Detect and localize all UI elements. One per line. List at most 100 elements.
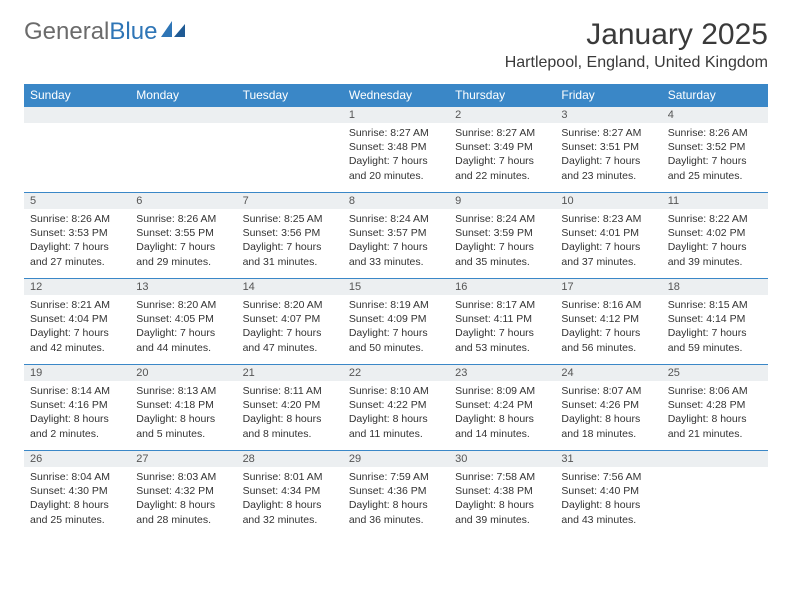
- day-number: 29: [343, 451, 449, 467]
- calendar-cell: 10Sunrise: 8:23 AMSunset: 4:01 PMDayligh…: [555, 193, 661, 279]
- day-details: Sunrise: 8:03 AMSunset: 4:32 PMDaylight:…: [130, 467, 236, 533]
- sunrise-text: Sunrise: 8:01 AM: [243, 470, 337, 484]
- daylight-text: and 50 minutes.: [349, 341, 443, 355]
- sunset-text: Sunset: 4:04 PM: [30, 312, 124, 326]
- sunrise-text: Sunrise: 8:20 AM: [243, 298, 337, 312]
- day-details: Sunrise: 8:14 AMSunset: 4:16 PMDaylight:…: [24, 381, 130, 447]
- calendar-cell: 2Sunrise: 8:27 AMSunset: 3:49 PMDaylight…: [449, 107, 555, 193]
- daylight-text: and 33 minutes.: [349, 255, 443, 269]
- sunset-text: Sunset: 4:32 PM: [136, 484, 230, 498]
- sunset-text: Sunset: 3:49 PM: [455, 140, 549, 154]
- day-number: 27: [130, 451, 236, 467]
- calendar-cell: 18Sunrise: 8:15 AMSunset: 4:14 PMDayligh…: [662, 279, 768, 365]
- daylight-text: Daylight: 8 hours: [349, 498, 443, 512]
- calendar-cell: 15Sunrise: 8:19 AMSunset: 4:09 PMDayligh…: [343, 279, 449, 365]
- daylight-text: and 44 minutes.: [136, 341, 230, 355]
- day-details: Sunrise: 8:23 AMSunset: 4:01 PMDaylight:…: [555, 209, 661, 275]
- day-details: Sunrise: 8:16 AMSunset: 4:12 PMDaylight:…: [555, 295, 661, 361]
- calendar-cell: [237, 107, 343, 193]
- sunset-text: Sunset: 4:14 PM: [668, 312, 762, 326]
- calendar-week-row: 26Sunrise: 8:04 AMSunset: 4:30 PMDayligh…: [24, 451, 768, 537]
- sunset-text: Sunset: 3:59 PM: [455, 226, 549, 240]
- day-details: Sunrise: 8:07 AMSunset: 4:26 PMDaylight:…: [555, 381, 661, 447]
- daylight-text: Daylight: 8 hours: [455, 412, 549, 426]
- day-details: Sunrise: 8:20 AMSunset: 4:07 PMDaylight:…: [237, 295, 343, 361]
- daylight-text: and 43 minutes.: [561, 513, 655, 527]
- calendar-cell: 4Sunrise: 8:26 AMSunset: 3:52 PMDaylight…: [662, 107, 768, 193]
- day-number: 26: [24, 451, 130, 467]
- day-number-empty: [237, 107, 343, 123]
- sunrise-text: Sunrise: 8:15 AM: [668, 298, 762, 312]
- daylight-text: Daylight: 8 hours: [668, 412, 762, 426]
- day-number-empty: [662, 451, 768, 467]
- daylight-text: and 2 minutes.: [30, 427, 124, 441]
- calendar-cell: 20Sunrise: 8:13 AMSunset: 4:18 PMDayligh…: [130, 365, 236, 451]
- daylight-text: Daylight: 7 hours: [349, 154, 443, 168]
- daylight-text: Daylight: 7 hours: [561, 240, 655, 254]
- day-number: 28: [237, 451, 343, 467]
- calendar-week-row: 5Sunrise: 8:26 AMSunset: 3:53 PMDaylight…: [24, 193, 768, 279]
- sunset-text: Sunset: 4:20 PM: [243, 398, 337, 412]
- daylight-text: and 31 minutes.: [243, 255, 337, 269]
- sunrise-text: Sunrise: 8:07 AM: [561, 384, 655, 398]
- sunset-text: Sunset: 4:26 PM: [561, 398, 655, 412]
- logo-text-2: Blue: [109, 18, 157, 46]
- day-number-empty: [24, 107, 130, 123]
- sunset-text: Sunset: 4:01 PM: [561, 226, 655, 240]
- day-details: Sunrise: 8:27 AMSunset: 3:51 PMDaylight:…: [555, 123, 661, 189]
- sunrise-text: Sunrise: 8:13 AM: [136, 384, 230, 398]
- daylight-text: Daylight: 7 hours: [455, 240, 549, 254]
- sunset-text: Sunset: 4:07 PM: [243, 312, 337, 326]
- sunrise-text: Sunrise: 8:25 AM: [243, 212, 337, 226]
- daylight-text: Daylight: 7 hours: [30, 240, 124, 254]
- daylight-text: and 25 minutes.: [668, 169, 762, 183]
- weekday-header: Thursday: [449, 84, 555, 107]
- daylight-text: and 39 minutes.: [668, 255, 762, 269]
- calendar-cell: 11Sunrise: 8:22 AMSunset: 4:02 PMDayligh…: [662, 193, 768, 279]
- sunrise-text: Sunrise: 7:58 AM: [455, 470, 549, 484]
- daylight-text: and 25 minutes.: [30, 513, 124, 527]
- logo-text-1: General: [24, 18, 109, 46]
- sunset-text: Sunset: 4:18 PM: [136, 398, 230, 412]
- daylight-text: Daylight: 8 hours: [30, 498, 124, 512]
- day-number: 16: [449, 279, 555, 295]
- day-number: 7: [237, 193, 343, 209]
- calendar-cell: 30Sunrise: 7:58 AMSunset: 4:38 PMDayligh…: [449, 451, 555, 537]
- weekday-header: Saturday: [662, 84, 768, 107]
- calendar-cell: 28Sunrise: 8:01 AMSunset: 4:34 PMDayligh…: [237, 451, 343, 537]
- calendar-cell: 1Sunrise: 8:27 AMSunset: 3:48 PMDaylight…: [343, 107, 449, 193]
- daylight-text: Daylight: 7 hours: [349, 326, 443, 340]
- calendar-table: SundayMondayTuesdayWednesdayThursdayFrid…: [24, 84, 768, 537]
- daylight-text: and 37 minutes.: [561, 255, 655, 269]
- day-details: Sunrise: 8:09 AMSunset: 4:24 PMDaylight:…: [449, 381, 555, 447]
- day-number: 30: [449, 451, 555, 467]
- day-number: 31: [555, 451, 661, 467]
- day-details: Sunrise: 7:58 AMSunset: 4:38 PMDaylight:…: [449, 467, 555, 533]
- sunset-text: Sunset: 3:48 PM: [349, 140, 443, 154]
- sunset-text: Sunset: 4:11 PM: [455, 312, 549, 326]
- daylight-text: and 23 minutes.: [561, 169, 655, 183]
- day-details: Sunrise: 8:26 AMSunset: 3:53 PMDaylight:…: [24, 209, 130, 275]
- sunset-text: Sunset: 3:53 PM: [30, 226, 124, 240]
- day-details: Sunrise: 8:24 AMSunset: 3:57 PMDaylight:…: [343, 209, 449, 275]
- daylight-text: and 11 minutes.: [349, 427, 443, 441]
- sunset-text: Sunset: 4:09 PM: [349, 312, 443, 326]
- day-details: Sunrise: 8:11 AMSunset: 4:20 PMDaylight:…: [237, 381, 343, 447]
- calendar-cell: [662, 451, 768, 537]
- daylight-text: and 53 minutes.: [455, 341, 549, 355]
- daylight-text: Daylight: 7 hours: [668, 240, 762, 254]
- day-number: 12: [24, 279, 130, 295]
- daylight-text: Daylight: 7 hours: [668, 154, 762, 168]
- calendar-cell: 9Sunrise: 8:24 AMSunset: 3:59 PMDaylight…: [449, 193, 555, 279]
- daylight-text: Daylight: 8 hours: [136, 412, 230, 426]
- calendar-cell: 8Sunrise: 8:24 AMSunset: 3:57 PMDaylight…: [343, 193, 449, 279]
- sunset-text: Sunset: 4:02 PM: [668, 226, 762, 240]
- calendar-cell: [130, 107, 236, 193]
- daylight-text: Daylight: 7 hours: [30, 326, 124, 340]
- sunrise-text: Sunrise: 8:27 AM: [561, 126, 655, 140]
- calendar-week-row: 19Sunrise: 8:14 AMSunset: 4:16 PMDayligh…: [24, 365, 768, 451]
- day-details: Sunrise: 8:25 AMSunset: 3:56 PMDaylight:…: [237, 209, 343, 275]
- sunset-text: Sunset: 4:05 PM: [136, 312, 230, 326]
- day-number: 10: [555, 193, 661, 209]
- day-details: Sunrise: 8:21 AMSunset: 4:04 PMDaylight:…: [24, 295, 130, 361]
